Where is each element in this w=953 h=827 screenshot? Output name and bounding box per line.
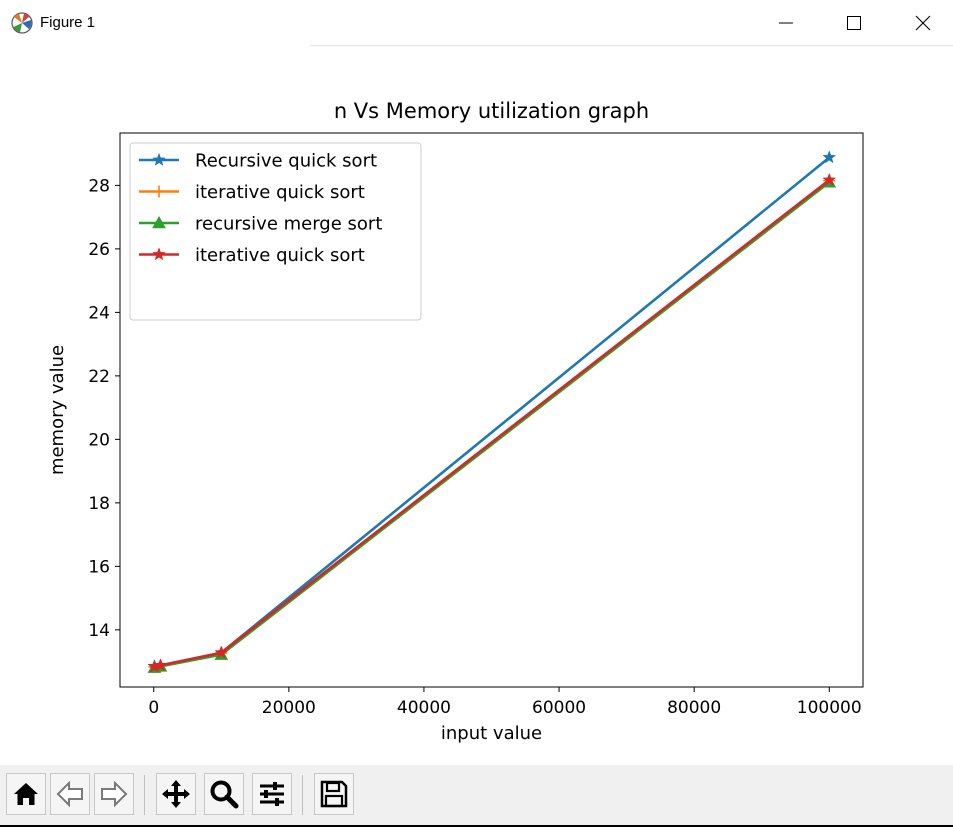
arrow-right-icon: [101, 780, 128, 808]
data-point: [822, 150, 837, 164]
back-button[interactable]: [50, 773, 90, 815]
legend-label: iterative quick sort: [195, 182, 365, 203]
legend-label: Recursive quick sort: [195, 151, 377, 172]
home-icon: [14, 783, 38, 805]
y-tick-label: 18: [88, 494, 110, 514]
magnifier-icon: [210, 780, 239, 809]
legend-label: iterative quick sort: [195, 245, 365, 266]
minimize-icon: [779, 22, 793, 24]
maximize-icon: [847, 16, 861, 30]
legend-marker: [153, 185, 165, 198]
minimize-button[interactable]: [763, 0, 809, 46]
maximize-button[interactable]: [831, 0, 877, 46]
data-point: [214, 645, 229, 659]
x-tick-label: 100000: [797, 698, 862, 718]
axes: n Vs Memory utilization graph 0 20000 40000…: [47, 99, 864, 744]
close-button[interactable]: [900, 0, 946, 46]
y-tick-label: 20: [88, 430, 110, 450]
forward-button[interactable]: [94, 773, 134, 815]
chart-title: n Vs Memory utilization graph: [334, 99, 649, 123]
y-tick-label: 16: [88, 557, 110, 577]
navigation-toolbar: [0, 765, 953, 827]
sliders-icon: [260, 782, 284, 806]
axes-frame: [119, 132, 864, 688]
matplotlib-logo-icon: [11, 12, 33, 34]
x-tick-label: 40000: [397, 698, 451, 718]
y-axis-label: memory value: [47, 345, 68, 475]
y-tick-label: 26: [88, 240, 110, 260]
x-tick-label: 20000: [262, 698, 316, 718]
y-tick-label: 24: [88, 303, 110, 323]
figure-canvas[interactable]: n Vs Memory utilization graph 0 20000 40000…: [0, 46, 953, 765]
x-axis-label: input value: [441, 723, 542, 744]
data-point: [822, 172, 837, 186]
legend: Recursive quick sort iterative quick sort…: [129, 142, 422, 321]
y-tick-label: 28: [88, 176, 110, 196]
save-button[interactable]: [314, 773, 354, 815]
close-icon: [915, 15, 931, 31]
legend-marker: [152, 247, 166, 261]
toolbar-separator: [144, 775, 145, 815]
zoom-button[interactable]: [204, 773, 244, 815]
plot-lines: [147, 150, 837, 673]
y-tick-label: 14: [88, 621, 110, 641]
pan-button[interactable]: [156, 773, 196, 815]
window-bottom-border: [0, 825, 953, 827]
configure-subplots-button[interactable]: [252, 773, 292, 815]
x-tick-label: 80000: [667, 698, 721, 718]
data-point: [153, 658, 168, 672]
legend-label: recursive merge sort: [195, 214, 382, 235]
home-button[interactable]: [6, 773, 46, 815]
legend-marker: [152, 152, 166, 166]
window-title: Figure 1: [40, 14, 96, 31]
move-arrows-icon: [162, 780, 190, 808]
floppy-disk-icon: [320, 780, 348, 808]
y-tick-label: 22: [88, 367, 110, 387]
x-tick-label: 0: [148, 698, 159, 718]
toolbar-separator: [302, 775, 303, 815]
legend-marker: [152, 215, 166, 229]
arrow-left-icon: [56, 780, 83, 808]
legend-box: [129, 142, 422, 321]
window-titlebar: Figure 1: [0, 0, 953, 46]
x-tick-label: 60000: [532, 698, 586, 718]
titlebar-divider: [310, 45, 953, 46]
